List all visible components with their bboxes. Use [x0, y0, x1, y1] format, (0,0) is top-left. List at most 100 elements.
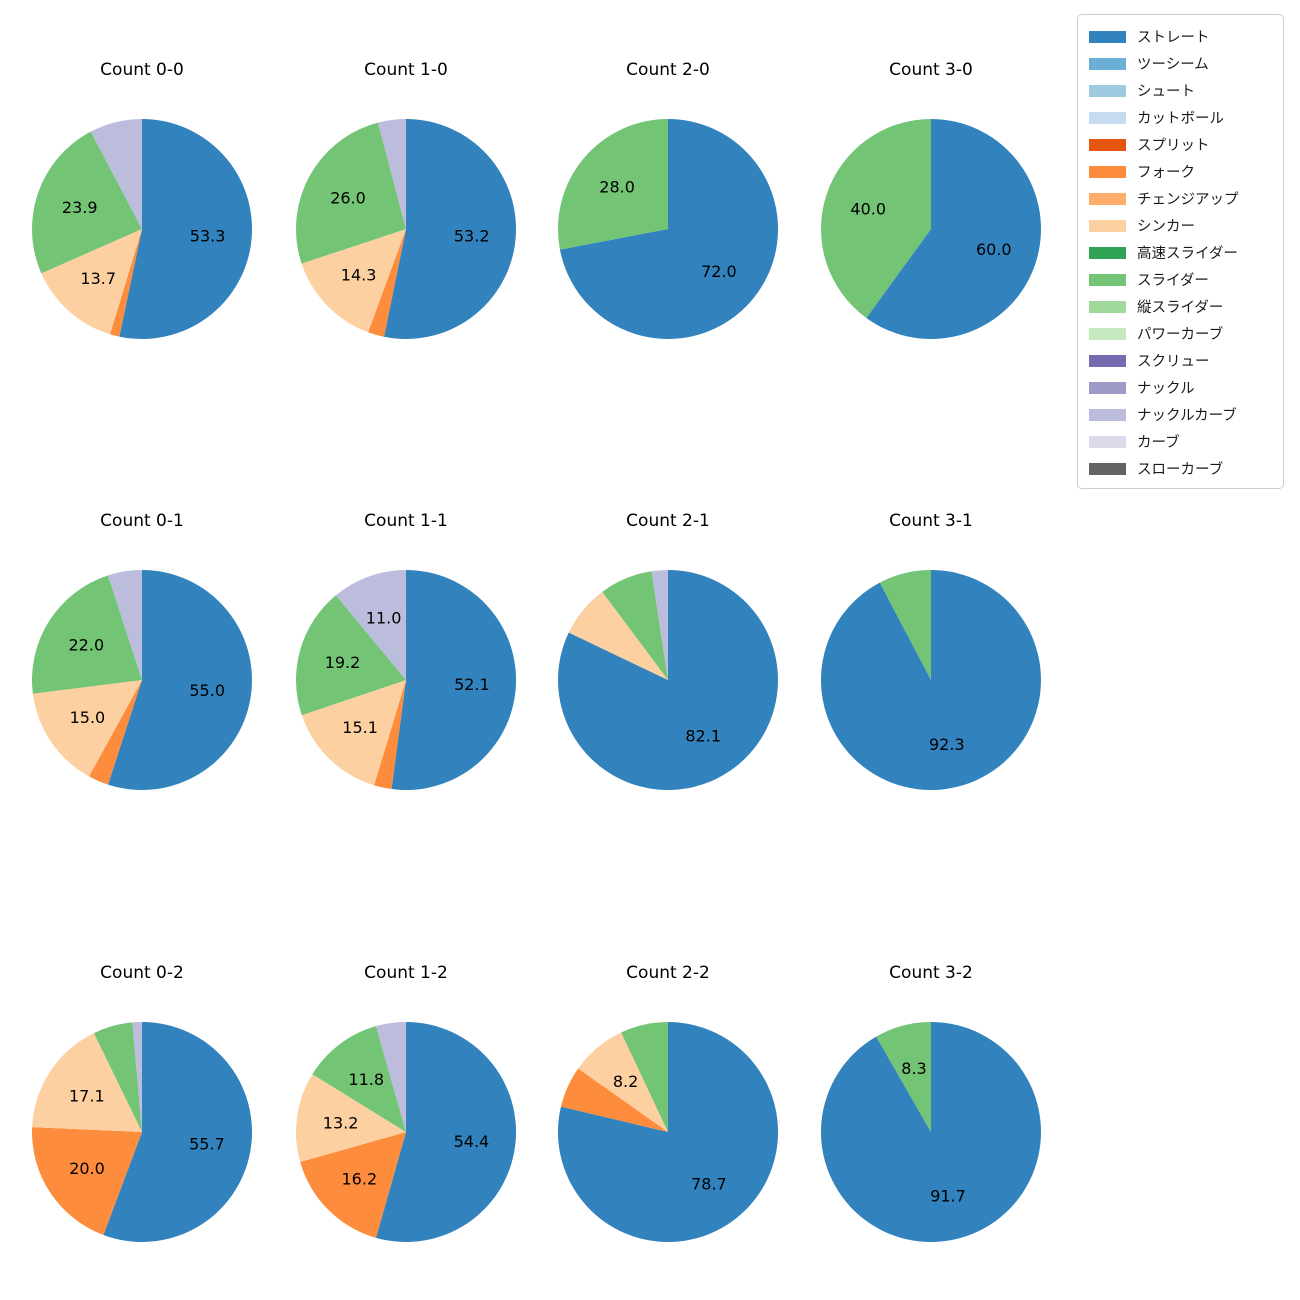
chart-cell: Count 0-2 55.7 20.0 17.1: [12, 962, 272, 1262]
pie-slice-label: 52.1: [454, 675, 490, 694]
pie-slice-label: 55.7: [189, 1135, 225, 1154]
pie-slice: [820, 570, 1041, 790]
pie-slice-label: 13.2: [323, 1114, 359, 1133]
legend-label: 縦スライダー: [1137, 300, 1224, 316]
pie-slice: [108, 570, 142, 680]
pie-slice: [301, 229, 406, 333]
legend: ストレート ツーシーム シュート カットボール スプリット フォーク チェンジアップ シンカー…: [1077, 14, 1284, 489]
legend-item: ナックル: [1089, 374, 1273, 401]
pie-chart: 91.7 8.3: [820, 1022, 1041, 1242]
pie-slice: [876, 1022, 931, 1132]
pie-slice-label: 92.3: [929, 735, 965, 754]
legend-swatch: [1089, 84, 1126, 97]
pie-slice: [41, 229, 142, 335]
legend-label: スライダー: [1137, 273, 1209, 289]
legend-swatch: [1089, 111, 1126, 124]
pie-slice-label: 11.8: [348, 1070, 384, 1089]
pie-slice: [384, 119, 517, 339]
legend-item: 縦スライダー: [1089, 293, 1273, 320]
legend-label: スクリュー: [1137, 354, 1210, 370]
pie-slice: [373, 680, 406, 790]
pie-slice: [90, 118, 142, 229]
chart-title: Count 0-2: [100, 963, 184, 983]
pie-slice: [368, 229, 406, 337]
pie-slice: [568, 591, 668, 680]
pie-slice-label: 15.0: [70, 708, 106, 727]
legend-swatch: [1089, 219, 1126, 232]
pie-slice: [820, 119, 931, 318]
legend-item: シンカー: [1089, 212, 1273, 239]
legend-label: カーブ: [1137, 435, 1180, 451]
pie-slice-label: 14.3: [341, 266, 377, 285]
pie-slice-label: 16.2: [341, 1169, 377, 1188]
pie-slice: [335, 570, 406, 680]
legend-item: ストレート: [1089, 23, 1273, 50]
pie-slice-label: 20.0: [69, 1159, 105, 1178]
chart-cell: Count 1-2 54.4 16.2 13.2 11.8: [276, 962, 536, 1262]
pie-slice: [296, 122, 406, 264]
pie-slice-label: 91.7: [930, 1187, 966, 1206]
chart-title: Count 3-1: [889, 511, 973, 531]
chart-title: Count 0-1: [100, 511, 184, 531]
pie-slice: [32, 680, 142, 777]
chart-cell: Count 2-0 72.0 28.0: [538, 59, 798, 359]
pie-chart: 92.3: [820, 570, 1041, 790]
legend-swatch: [1089, 327, 1126, 340]
legend-label: ストレート: [1137, 30, 1210, 46]
pie-slice: [621, 1022, 668, 1132]
pie-slice-label: 72.0: [701, 262, 737, 281]
chart-title: Count 1-0: [364, 60, 448, 80]
legend-label: シュート: [1137, 84, 1195, 100]
chart-cell: Count 3-1 92.3: [801, 510, 1061, 810]
legend-item: ツーシーム: [1089, 50, 1273, 77]
pie-slice-label: 17.1: [69, 1087, 105, 1106]
chart-cell: Count 1-1 52.1 15.1 19.2 11.0: [276, 510, 536, 810]
pie-slice: [559, 119, 779, 340]
chart-title: Count 3-0: [889, 60, 973, 80]
pie-chart: 55.7 20.0 17.1: [32, 1022, 253, 1242]
chart-title: Count 2-1: [626, 511, 710, 531]
legend-swatch: [1089, 381, 1126, 394]
pie-slice-label: 54.4: [454, 1132, 490, 1151]
pie-slice: [108, 570, 252, 790]
pie-slice: [300, 1132, 406, 1238]
chart-cell: Count 2-1 82.1: [538, 510, 798, 810]
legend-item: カーブ: [1089, 428, 1273, 455]
legend-label: フォーク: [1137, 165, 1195, 181]
pie-slice: [558, 570, 779, 791]
pie-slice: [558, 119, 668, 250]
legend-swatch: [1089, 435, 1126, 448]
legend-swatch: [1089, 57, 1126, 70]
chart-title: Count 3-2: [889, 963, 973, 983]
legend-swatch: [1089, 273, 1126, 286]
pie-slice-label: 28.0: [599, 178, 635, 197]
pie-slice-label: 11.0: [366, 609, 402, 628]
pie-slice-label: 8.2: [613, 1072, 638, 1091]
chart-title: Count 1-1: [364, 511, 448, 531]
pie-slice-label: 26.0: [330, 188, 366, 207]
pie-slice: [602, 571, 668, 680]
legend-label: チェンジアップ: [1137, 192, 1239, 208]
pie-slice: [295, 595, 406, 716]
chart-cell: Count 1-0 53.2 14.3 26.0: [276, 59, 536, 359]
legend-swatch: [1089, 246, 1126, 259]
pie-slice: [578, 1032, 668, 1132]
legend-item: シュート: [1089, 77, 1273, 104]
chart-title: Count 2-0: [626, 60, 710, 80]
pie-slice: [375, 1022, 406, 1132]
pie-chart: 54.4 16.2 13.2 11.8: [296, 1022, 517, 1242]
legend-item: スクリュー: [1089, 347, 1273, 374]
legend-item: 高速スライダー: [1089, 239, 1273, 266]
legend-swatch: [1089, 138, 1126, 151]
pie-slice-label: 55.0: [189, 681, 225, 700]
pie-slice-label: 19.2: [325, 653, 361, 672]
pie-slice: [93, 1022, 142, 1132]
pie-chart: 53.3 13.7 23.9: [31, 118, 253, 339]
pie-slice: [103, 1022, 253, 1242]
pie-chart: 72.0 28.0: [558, 119, 779, 340]
legend-swatch: [1089, 408, 1126, 421]
legend-swatch: [1089, 30, 1126, 43]
pie-slice: [391, 570, 517, 790]
pie-slice: [558, 1022, 779, 1242]
